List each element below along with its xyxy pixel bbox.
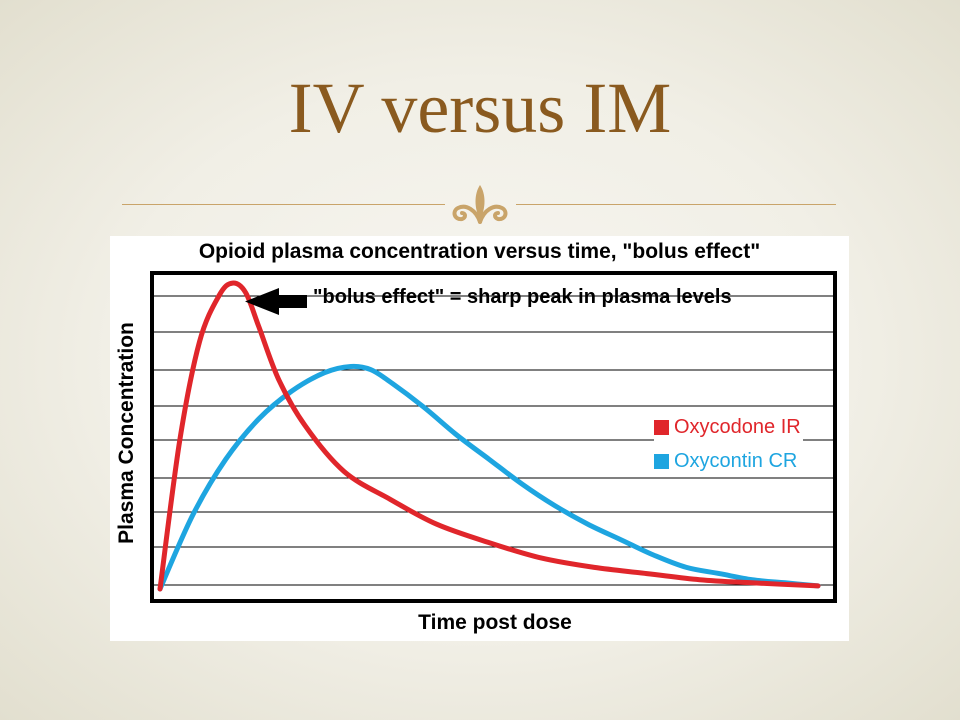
bolus-annotation: "bolus effect" = sharp peak in plasma le… bbox=[313, 286, 732, 308]
chart-panel: Opioid plasma concentration versus time,… bbox=[110, 236, 849, 641]
legend-swatch-oxycontin-cr bbox=[654, 453, 669, 469]
left-arrow-icon bbox=[245, 288, 307, 315]
title-divider-right bbox=[516, 204, 836, 205]
plot-frame bbox=[150, 271, 837, 603]
x-axis-label: Time post dose bbox=[418, 611, 572, 634]
chart-title: Opioid plasma concentration versus time,… bbox=[198, 240, 761, 263]
slide-title: IV versus IM bbox=[288, 68, 672, 148]
fleur-ornament-icon bbox=[452, 185, 508, 224]
title-divider-left bbox=[122, 204, 445, 205]
series-line-oxycontin-cr bbox=[157, 363, 821, 592]
legend-label-oxycodone-ir: Oxycodone IR bbox=[674, 415, 801, 438]
legend-swatch-oxycodone-ir bbox=[654, 419, 669, 435]
legend-label-oxycontin-cr: Oxycontin CR bbox=[674, 449, 798, 472]
series-lines bbox=[157, 280, 821, 592]
chart-legend: Oxycodone IR Oxycontin CR bbox=[654, 412, 803, 480]
y-axis-label: Plasma Concentration bbox=[115, 322, 138, 544]
legend-item-oxycodone-ir: Oxycodone IR bbox=[654, 412, 803, 442]
legend-item-oxycontin-cr: Oxycontin CR bbox=[654, 446, 803, 476]
chart-svg bbox=[150, 271, 837, 603]
series-line-oxycodone-ir bbox=[157, 280, 821, 592]
